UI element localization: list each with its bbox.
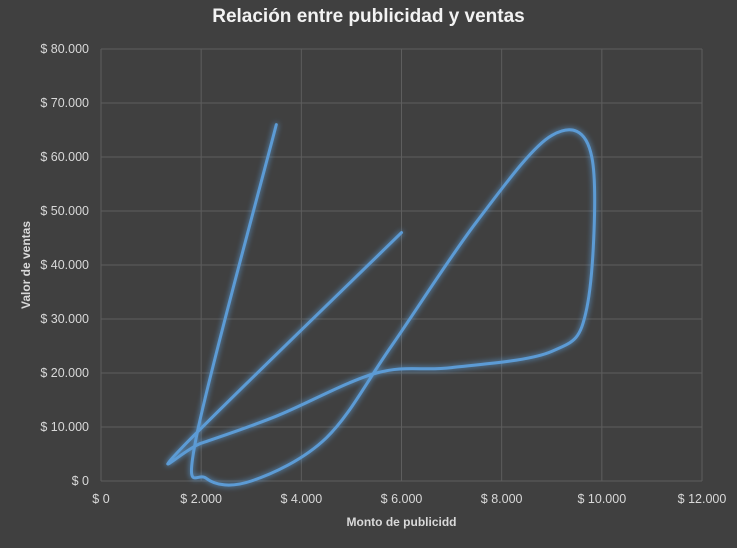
y-tick-label: $ 10.000 [40,420,89,434]
x-tick-label: $ 0 [92,492,109,506]
series-line [166,123,597,487]
x-tick-label: $ 6.000 [381,492,423,506]
y-tick-label: $ 20.000 [40,366,89,380]
y-tick-label: $ 50.000 [40,204,89,218]
series-layer [166,123,597,487]
y-tick-label: $ 0 [72,474,89,488]
x-tick-label: $ 2.000 [180,492,222,506]
y-axis-title: Valor de ventas [19,221,33,309]
tick-labels: $ 0 $ 10.000 $ 20.000 $ 30.000 $ 40.000 $ 50.… [40,42,726,506]
chart-title: Relación entre publicidad y ventas [212,6,525,27]
grid [100,48,703,482]
y-tick-label: $ 70.000 [40,96,89,110]
x-tick-label: $ 12.000 [678,492,727,506]
y-tick-label: $ 30.000 [40,312,89,326]
y-tick-label: $ 60.000 [40,150,89,164]
x-tick-label: $ 10.000 [577,492,626,506]
y-tick-label: $ 40.000 [40,258,89,272]
x-tick-label: $ 4.000 [280,492,322,506]
x-axis-title: Monto de publicidd [347,515,457,529]
y-tick-label: $ 80.000 [40,42,89,56]
x-tick-label: $ 8.000 [481,492,523,506]
